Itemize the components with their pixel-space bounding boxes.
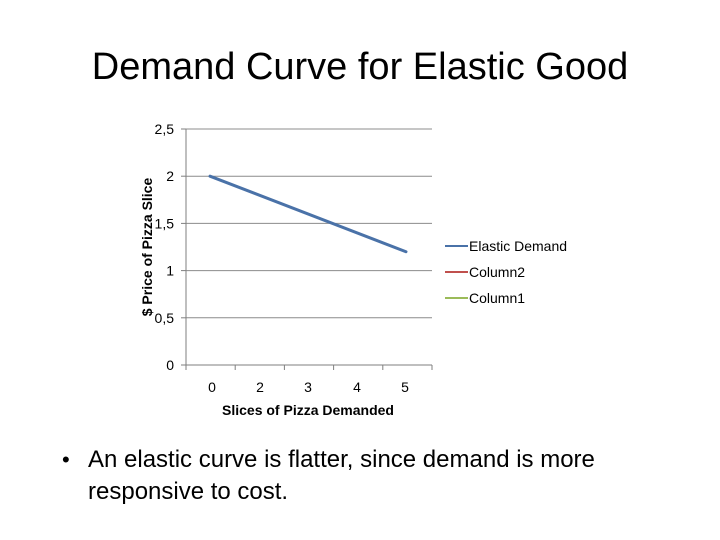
legend-label: Column2 xyxy=(469,264,525,280)
y-tick-label: 1 xyxy=(166,263,174,279)
y-tick-label: 0 xyxy=(166,357,174,373)
bullet-text: An elastic curve is flatter, since deman… xyxy=(88,446,595,505)
slide-title: Demand Curve for Elastic Good xyxy=(91,46,629,88)
bullet-point: • An elastic curve is flatter, since dem… xyxy=(62,444,682,508)
y-tick-label: 0,5 xyxy=(155,310,175,326)
x-tick-label: 5 xyxy=(401,379,409,395)
legend-label: Column1 xyxy=(469,290,525,306)
gridlines xyxy=(186,128,432,319)
y-tick-label: 2,5 xyxy=(155,121,175,137)
x-tick-label: 2 xyxy=(256,379,264,395)
bullet-dot: • xyxy=(62,447,70,472)
x-tick-label: 4 xyxy=(353,379,361,395)
y-tick-label: 1,5 xyxy=(155,215,175,231)
legend: Elastic Demand Column2 Column1 xyxy=(445,238,567,306)
x-tick-label: 0 xyxy=(208,379,216,395)
series-lines xyxy=(208,174,408,254)
y-axis-title: $ Price of Pizza Slice xyxy=(139,178,155,317)
x-axis-title: Slices of Pizza Demanded xyxy=(222,402,394,418)
legend-label: Elastic Demand xyxy=(469,238,567,254)
x-tick-label: 3 xyxy=(304,379,312,395)
y-tick-label: 2 xyxy=(166,168,174,184)
y-axis-ticks: 0 0,5 1 1,5 2 2,5 xyxy=(155,121,186,373)
x-axis-ticks: 0 2 3 4 5 xyxy=(185,365,433,395)
series-line-elastic-demand xyxy=(208,174,408,254)
